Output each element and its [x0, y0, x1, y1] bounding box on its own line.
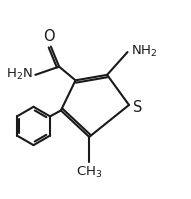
Text: NH$_2$: NH$_2$ [131, 44, 157, 59]
Text: H$_2$N: H$_2$N [6, 67, 33, 82]
Text: S: S [133, 100, 142, 115]
Text: CH$_3$: CH$_3$ [76, 165, 102, 180]
Text: O: O [44, 29, 55, 44]
